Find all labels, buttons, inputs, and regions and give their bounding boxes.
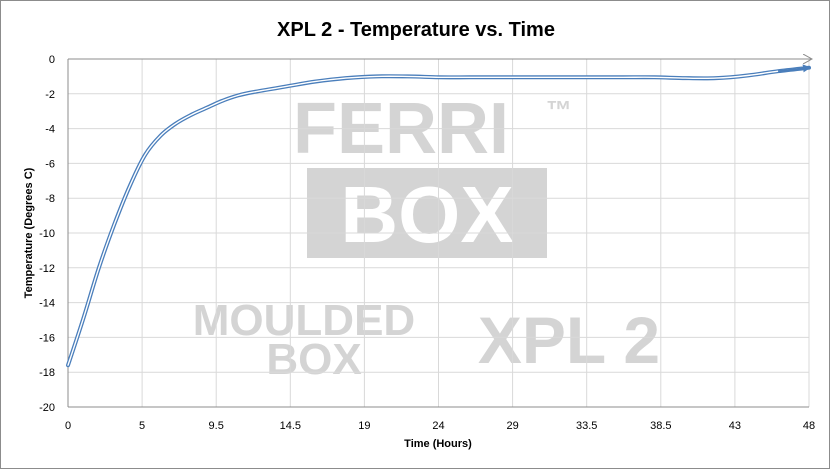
watermark-box: BOX — [340, 170, 513, 259]
y-tick-label: -2 — [45, 89, 55, 101]
y-tick-label: -4 — [45, 124, 55, 136]
watermark-box-panel — [307, 168, 547, 258]
x-tick-labels: 0 5 9.5 14.5 19 24 29 33.5 38.5 43 48 — [65, 420, 815, 432]
temperature-series-line — [67, 67, 810, 366]
y-tick-label: -14 — [39, 298, 55, 310]
x-tick-label: 14.5 — [280, 420, 301, 432]
chart-title: XPL 2 - Temperature vs. Time — [277, 19, 555, 41]
x-tick-label: 0 — [65, 420, 71, 432]
y-tick-label: -20 — [39, 402, 55, 414]
watermark-model: XPL 2 — [478, 303, 660, 377]
x-tick-label: 48 — [803, 420, 815, 432]
y-tick-label: -6 — [45, 158, 55, 170]
x-tick-label: 5 — [139, 420, 145, 432]
series-group — [66, 64, 811, 368]
series-end-arrow — [777, 64, 811, 73]
y-tick-label: -12 — [39, 263, 55, 275]
x-tick-label: 33.5 — [576, 420, 597, 432]
x-tick-label: 19 — [358, 420, 370, 432]
y-tick-label: -18 — [39, 367, 55, 379]
watermark-moulded: MOULDED — [193, 296, 415, 345]
y-tick-label: -16 — [39, 332, 55, 344]
watermark-box-small: BOX — [266, 335, 361, 384]
x-tick-label: 24 — [432, 420, 444, 432]
y-tick-label: -10 — [39, 228, 55, 240]
y-axis-title: Temperature (Degrees C) — [23, 167, 35, 298]
x-tick-label: 29 — [506, 420, 518, 432]
y-tick-labels: 0 -2 -4 -6 -8 -10 -12 -14 -16 -18 -20 — [39, 54, 55, 414]
chart-grid — [68, 59, 810, 407]
y-tick-label: 0 — [49, 54, 55, 66]
watermark-tm: ™ — [546, 95, 572, 125]
ferribox-watermark: FERRI ™ BOX MOULDED BOX XPL 2 — [193, 89, 660, 384]
x-tick-label: 38.5 — [650, 420, 671, 432]
y-tick-label: -8 — [45, 193, 55, 205]
x-axis-title: Time (Hours) — [404, 438, 472, 450]
x-tick-label: 9.5 — [209, 420, 224, 432]
x-tick-label: 43 — [729, 420, 741, 432]
